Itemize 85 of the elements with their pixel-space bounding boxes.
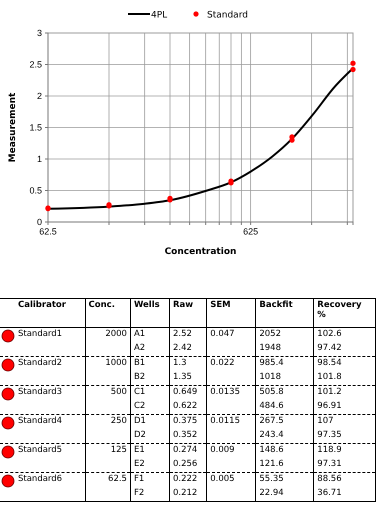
y-tick-label: 1 <box>36 154 42 164</box>
text: F1 <box>134 474 144 484</box>
text: 0.256 <box>172 459 198 469</box>
text: 0.005 <box>210 474 235 484</box>
text: 0.352 <box>172 430 198 440</box>
text: D1 <box>134 416 146 426</box>
category-label: Recovery % <box>314 298 376 328</box>
category-label: Raw <box>169 298 207 328</box>
y-tick-label: 0 <box>36 216 42 227</box>
category-label: Calibrator <box>0 298 86 328</box>
legend-label: Standard <box>207 10 248 20</box>
text: 36.71 <box>317 488 342 498</box>
text: Standard3 <box>18 387 62 397</box>
text: B2 <box>134 372 146 382</box>
text: D2 <box>134 430 146 440</box>
text: 2052 <box>259 329 281 339</box>
text: 97.35 <box>317 430 342 440</box>
text: 148.6 <box>259 445 284 455</box>
text: 243.4 <box>259 430 284 440</box>
text: 250 <box>110 416 127 426</box>
text: 0.212 <box>172 488 198 498</box>
text: A1 <box>134 329 146 339</box>
category-label: SEM <box>206 298 256 328</box>
text: A2 <box>134 343 146 353</box>
text: 125 <box>110 445 127 455</box>
y-tick-label: 2.5 <box>29 59 42 70</box>
y-tick-label: 2 <box>36 90 42 101</box>
text: 97.42 <box>317 343 342 353</box>
text: 102.6 <box>317 329 342 339</box>
text: 0.0115 <box>210 416 240 426</box>
text: 2000 <box>105 329 127 339</box>
text: 0.649 <box>172 387 198 397</box>
category-label: Conc. <box>85 298 130 328</box>
text: C2 <box>134 401 146 411</box>
text: 118.9 <box>317 445 342 455</box>
y-tick-label: 0.5 <box>29 185 42 196</box>
y-tick-label: 3 <box>36 28 42 38</box>
text: 0.375 <box>172 416 198 426</box>
text: 88.56 <box>317 474 342 484</box>
text: 96.91 <box>317 401 342 411</box>
text: 0.274 <box>172 445 198 455</box>
text: 2.42 <box>172 343 192 353</box>
text: Standard6 <box>18 474 62 484</box>
text: 500 <box>110 387 127 397</box>
category-label: Backfit <box>256 298 314 328</box>
text: 101.8 <box>317 372 342 382</box>
text: 1018 <box>259 372 281 382</box>
text: Standard1 <box>18 329 62 339</box>
category-label: Wells <box>130 298 170 328</box>
text: E1 <box>134 445 145 455</box>
text: E2 <box>134 459 145 469</box>
text: 0.047 <box>210 329 235 339</box>
text: 0.009 <box>210 445 235 455</box>
x-tick-label: 625 <box>243 226 258 236</box>
text: 0.0135 <box>210 387 240 397</box>
text: B1 <box>134 358 146 368</box>
x-axis-title: Concentration <box>164 247 236 257</box>
text: Standard5 <box>18 445 62 455</box>
text: 0.022 <box>210 358 235 368</box>
legend-label: 4PL <box>151 10 168 20</box>
y-tick-label: 1.5 <box>29 122 42 132</box>
text: 1.35 <box>172 372 192 382</box>
text: 1948 <box>259 343 281 353</box>
text: 62.5 <box>108 474 127 484</box>
text: C1 <box>134 387 146 397</box>
text: 98.54 <box>317 358 342 368</box>
text: 55.35 <box>259 474 284 484</box>
text: 0.622 <box>172 401 198 411</box>
text: 2.52 <box>172 329 192 339</box>
text: 505.8 <box>259 387 284 397</box>
y-axis-title: Measurement <box>8 92 18 162</box>
text: 107 <box>317 416 334 426</box>
text: 1.3 <box>172 358 186 368</box>
text: 985.4 <box>259 358 284 368</box>
text: 0.222 <box>172 474 198 484</box>
text: 22.94 <box>259 488 284 498</box>
text: 97.31 <box>317 459 342 469</box>
text: 121.6 <box>259 459 284 469</box>
text: Standard2 <box>18 358 62 368</box>
text: Standard4 <box>18 416 62 426</box>
text: F2 <box>134 488 144 498</box>
text: 101.2 <box>317 387 342 397</box>
text: 267.5 <box>259 416 284 426</box>
text: 484.6 <box>259 401 284 411</box>
text: 1000 <box>105 358 127 368</box>
